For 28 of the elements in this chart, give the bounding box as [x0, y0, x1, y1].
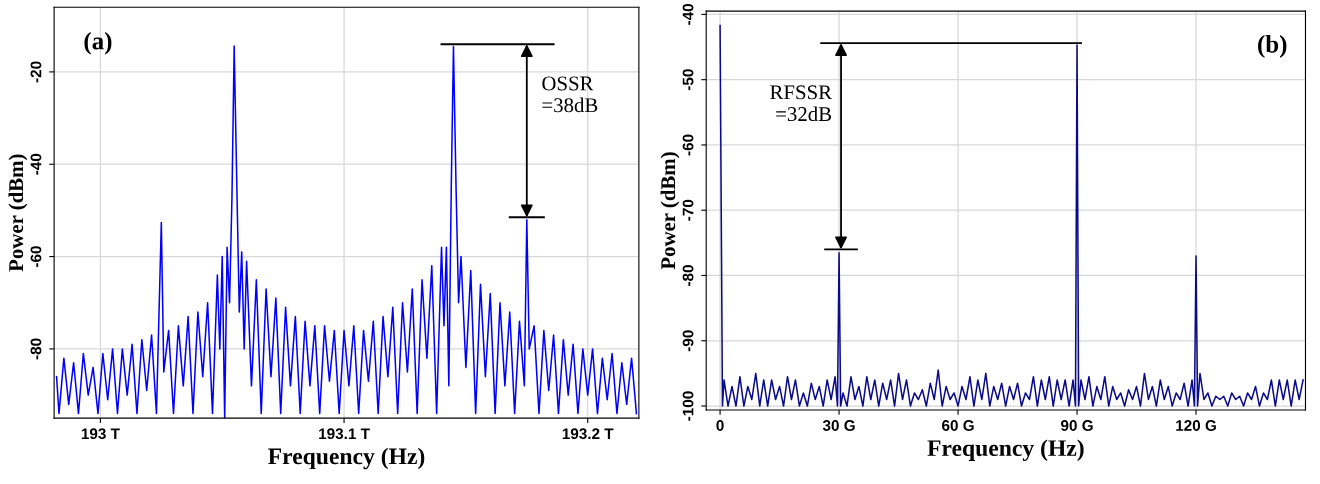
annotation: OSSR =38dB: [542, 76, 598, 113]
x-axis-title: Frequency (Hz): [927, 439, 1084, 461]
y-tick-label: -40: [30, 153, 42, 175]
annotation: (b): [1258, 35, 1287, 58]
line-series: [719, 24, 1304, 407]
x-tick-label: 0: [716, 420, 724, 431]
x-tick-label: 90 G: [1061, 420, 1093, 431]
x-tick-label: 60 G: [942, 420, 974, 431]
x-axis-title: Frequency (Hz): [268, 447, 425, 470]
x-tick-label: 193.2 T: [562, 428, 614, 440]
annotation: RFSSR =32dB: [770, 85, 833, 122]
y-tick-label: -100: [682, 391, 694, 421]
x-tick-label: 30 G: [822, 420, 855, 431]
y-tick-label: -80: [30, 338, 42, 360]
y-axis-title: Power (dBm): [660, 152, 680, 270]
y-tick-label: -20: [30, 61, 42, 83]
x-tick-label: 193.1 T: [319, 428, 370, 440]
annotation: (a): [84, 31, 112, 55]
y-tick-label: -60: [682, 134, 694, 156]
y-axis-title: Power (dBm): [8, 154, 28, 272]
y-tick-label: -80: [682, 265, 694, 286]
x-tick-label: 193 T: [81, 428, 120, 440]
y-tick-label: -60: [30, 246, 42, 268]
y-tick-label: -50: [682, 69, 694, 91]
y-tick-label: -70: [682, 199, 694, 221]
x-tick-label: 120 G: [1176, 420, 1216, 431]
y-tick-label: -90: [682, 330, 694, 352]
y-tick-label: -40: [682, 3, 694, 25]
